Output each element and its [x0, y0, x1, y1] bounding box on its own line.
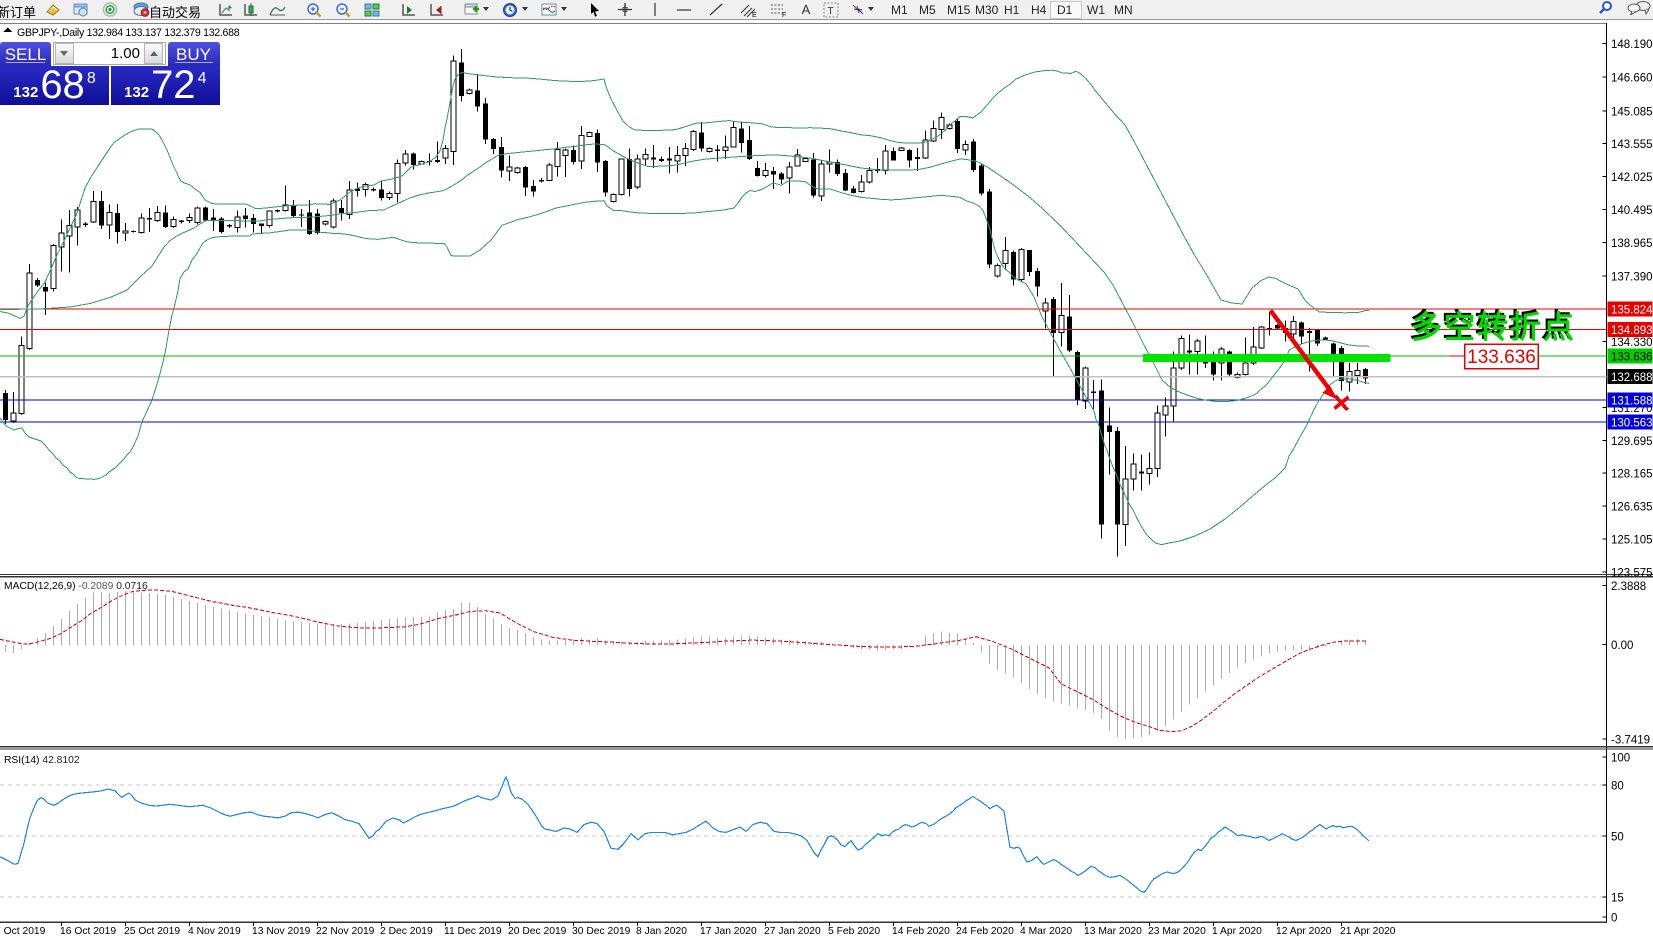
svg-text:25 Oct 2019: 25 Oct 2019	[124, 926, 180, 937]
svg-text:2.3888: 2.3888	[1611, 581, 1646, 593]
svg-text:13 Nov 2019: 13 Nov 2019	[252, 926, 311, 937]
svg-text:27 Jan 2020: 27 Jan 2020	[764, 926, 821, 937]
svg-text:多空转折点: 多空转折点	[1409, 308, 1574, 343]
svg-text:134.893: 134.893	[1611, 325, 1653, 337]
svg-text:0: 0	[1611, 913, 1617, 925]
svg-text:RSI(14) 42.8102: RSI(14) 42.8102	[4, 755, 80, 766]
svg-text:F: F	[782, 12, 786, 18]
svg-text:129.695: 129.695	[1611, 436, 1653, 448]
svg-text:0.00: 0.00	[1611, 640, 1633, 652]
svg-text:135.824: 135.824	[1611, 304, 1653, 316]
svg-text:5 Feb 2020: 5 Feb 2020	[828, 926, 880, 937]
svg-text:16 Oct 2019: 16 Oct 2019	[60, 926, 116, 937]
svg-text:20 Dec 2019: 20 Dec 2019	[508, 926, 567, 937]
svg-text:50: 50	[1611, 831, 1624, 843]
svg-text:126.635: 126.635	[1611, 502, 1653, 514]
svg-text:128.165: 128.165	[1611, 469, 1653, 481]
svg-text:2 Dec 2019: 2 Dec 2019	[380, 926, 433, 937]
svg-text:132.688: 132.688	[1611, 372, 1653, 384]
svg-text:131.588: 131.588	[1611, 396, 1653, 408]
svg-text:-3.7419: -3.7419	[1611, 735, 1650, 747]
svg-text:15: 15	[1611, 892, 1624, 904]
svg-text:100: 100	[1611, 753, 1630, 765]
svg-text:12 Apr 2020: 12 Apr 2020	[1276, 926, 1332, 937]
svg-text:138.965: 138.965	[1611, 238, 1653, 250]
svg-text:30 Dec 2019: 30 Dec 2019	[572, 926, 631, 937]
svg-text:T: T	[828, 6, 834, 17]
svg-text:24 Feb 2020: 24 Feb 2020	[956, 926, 1014, 937]
svg-text:125.105: 125.105	[1611, 534, 1653, 546]
svg-text:140.495: 140.495	[1611, 205, 1653, 217]
svg-text:21 Apr 2020: 21 Apr 2020	[1340, 926, 1396, 937]
svg-text:22 Nov 2019: 22 Nov 2019	[316, 926, 375, 937]
svg-text:123.575: 123.575	[1611, 568, 1653, 580]
svg-text:130.563: 130.563	[1611, 417, 1653, 429]
svg-text:E: E	[752, 12, 757, 18]
svg-text:146.660: 146.660	[1611, 73, 1653, 85]
svg-text:1 Apr 2020: 1 Apr 2020	[1212, 926, 1262, 937]
svg-text:14 Feb 2020: 14 Feb 2020	[892, 926, 950, 937]
svg-text:MACD(12,26,9) -0.2089 0.0716: MACD(12,26,9) -0.2089 0.0716	[4, 581, 148, 592]
svg-text:148.190: 148.190	[1611, 39, 1653, 51]
svg-text:137.390: 137.390	[1611, 272, 1653, 284]
svg-text:133.636: 133.636	[1611, 351, 1653, 363]
svg-text:80: 80	[1611, 781, 1624, 793]
svg-text:142.025: 142.025	[1611, 172, 1653, 184]
svg-text:多空转折点: 多空转折点	[1411, 310, 1576, 345]
svg-text:13 Mar 2020: 13 Mar 2020	[1084, 926, 1142, 937]
svg-text:134.330: 134.330	[1611, 337, 1653, 349]
svg-text:GBPJPY-,Daily 132.984 133.137: GBPJPY-,Daily 132.984 133.137 132.379 13…	[17, 27, 240, 39]
svg-text:8 Jan 2020: 8 Jan 2020	[636, 926, 687, 937]
svg-text:4 Mar 2020: 4 Mar 2020	[1020, 926, 1072, 937]
svg-text:23 Mar 2020: 23 Mar 2020	[1148, 926, 1206, 937]
svg-text:17 Jan 2020: 17 Jan 2020	[700, 926, 757, 937]
svg-text:143.555: 143.555	[1611, 139, 1653, 151]
svg-text:145.085: 145.085	[1611, 106, 1653, 118]
svg-text:11 Dec 2019: 11 Dec 2019	[444, 926, 502, 937]
svg-text:7 Oct 2019: 7 Oct 2019	[0, 926, 46, 937]
svg-text:4 Nov 2019: 4 Nov 2019	[188, 926, 241, 937]
svg-text:133.636: 133.636	[1467, 347, 1536, 368]
